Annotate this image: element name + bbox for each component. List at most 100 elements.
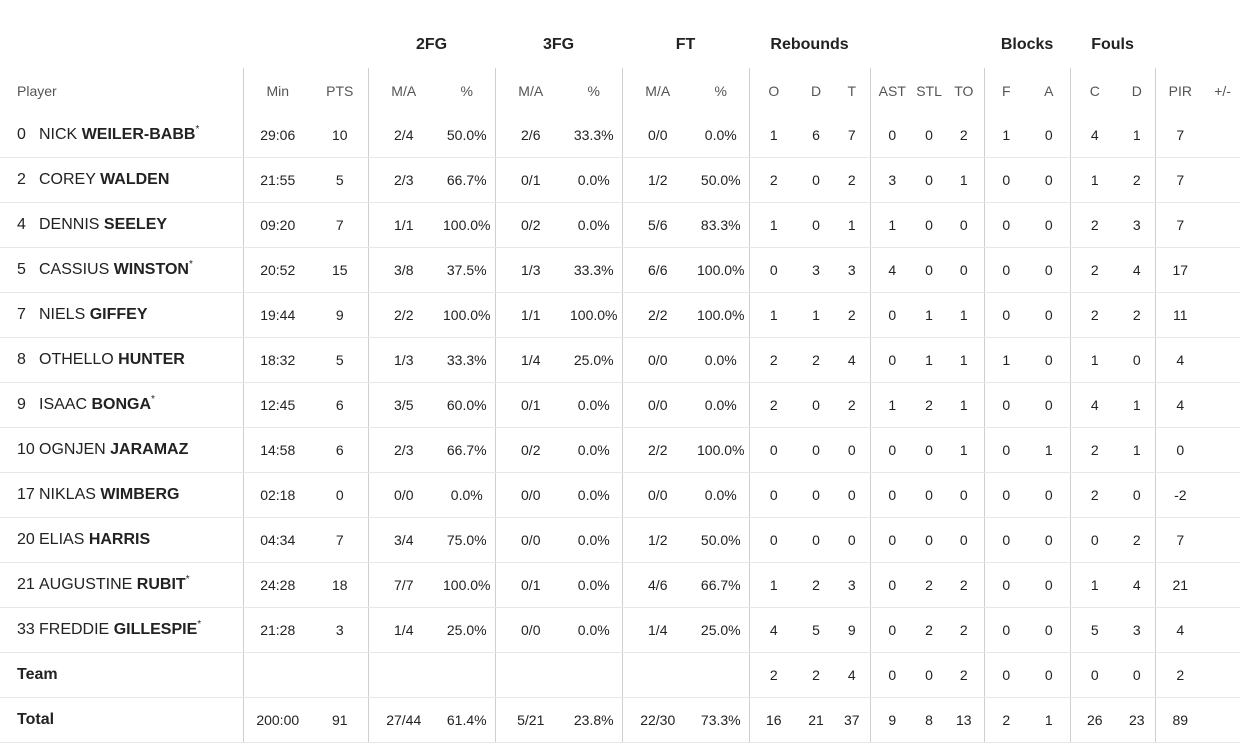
player-first-name: FREDDIE <box>39 621 110 638</box>
player-last-name[interactable]: WINSTON <box>113 261 189 278</box>
to-cell: 13 <box>944 697 985 743</box>
pts-cell: 91 <box>312 697 368 743</box>
col-player[interactable]: Player <box>17 82 57 99</box>
player-cell[interactable]: 20 ELIAS HARRIS <box>0 517 243 563</box>
col-reb-d[interactable]: D <box>810 82 822 99</box>
2fg-ma-cell: 3/8 <box>367 247 439 293</box>
blk-a-cell: 0 <box>1028 562 1071 608</box>
3fg-pct-cell: 33.3% <box>566 247 622 293</box>
player-number: 10 <box>17 441 35 458</box>
player-cell[interactable]: 10 OGNJEN JARAMAZ <box>0 427 243 473</box>
col-pir[interactable]: PIR <box>1154 68 1206 113</box>
blk-f-cell: 0 <box>983 427 1029 473</box>
col-stl[interactable]: STL <box>916 82 942 99</box>
player-row[interactable]: 33 FREDDIE GILLESPIE* 21:28 3 1/4 25.0% 0/0 0.0… <box>0 607 1240 653</box>
col-reb-t[interactable]: T <box>847 82 857 99</box>
player-cell[interactable]: 0 NICK WEILER-BABB* <box>0 113 243 158</box>
player-last-name[interactable]: GIFFEY <box>89 306 148 323</box>
ft-ma-cell: 1/4 <box>621 607 693 653</box>
plus-minus-cell <box>1205 697 1240 743</box>
pts-cell: 15 <box>312 247 368 293</box>
col-plus-minus[interactable]: +/- <box>1214 82 1231 99</box>
2fg-ma-cell: 1/3 <box>367 337 439 383</box>
3fg-pct-cell: 0.0% <box>566 427 622 473</box>
player-last-name[interactable]: HARRIS <box>88 531 151 548</box>
col-foul-d[interactable]: D <box>1131 82 1142 99</box>
col-blk-a[interactable]: A <box>1044 82 1054 99</box>
player-cell[interactable]: 7 NIELS GIFFEY <box>0 292 243 338</box>
player-cell[interactable]: 21 AUGUSTINE RUBIT* <box>0 562 243 608</box>
col-3fg-ma[interactable]: M/A <box>494 68 566 113</box>
player-cell[interactable]: 2 COREY WALDEN <box>0 157 243 203</box>
player-row[interactable]: 0 NICK WEILER-BABB* 29:06 10 2/4 50.0% 2/6 33.3… <box>0 113 1240 158</box>
player-last-name[interactable]: HUNTER <box>118 351 185 368</box>
col-2fg-pct[interactable]: % <box>460 82 473 99</box>
player-last-name[interactable]: GILLESPIE <box>113 621 198 638</box>
col-min[interactable]: Min <box>242 68 312 113</box>
player-last-name[interactable]: WEILER-BABB <box>81 126 196 143</box>
foul-d-cell: 4 <box>1119 562 1156 608</box>
pts-cell: 6 <box>312 427 368 473</box>
reb-o-cell: 2 <box>748 382 799 428</box>
player-last-name[interactable]: BONGA <box>91 396 152 413</box>
player-last-name[interactable]: SEELEY <box>103 216 168 233</box>
pir-cell: 4 <box>1154 607 1206 653</box>
player-row[interactable]: 7 NIELS GIFFEY 19:44 9 2/2 100.0% 1/1 100.0% 2/2… <box>0 292 1240 338</box>
blk-a-cell: 0 <box>1028 652 1071 698</box>
ast-cell: 0 <box>869 113 915 158</box>
col-ast[interactable]: AST <box>869 68 915 113</box>
min-cell: 21:55 <box>242 157 312 203</box>
foul-d-cell: 1 <box>1119 113 1156 158</box>
player-last-name[interactable]: WIMBERG <box>100 486 180 503</box>
col-3fg-pct[interactable]: % <box>587 82 600 99</box>
player-row[interactable]: 9 ISAAC BONGA* 12:45 6 3/5 60.0% 0/1 0.0% 0/0 0.0… <box>0 382 1240 428</box>
col-ft-pct[interactable]: % <box>714 82 727 99</box>
player-number: 2 <box>17 171 26 188</box>
col-blk-f[interactable]: F <box>983 68 1029 113</box>
player-row[interactable]: 21 AUGUSTINE RUBIT* 24:28 18 7/7 100.0% 0/1 0.0… <box>0 562 1240 608</box>
reb-d-cell: 21 <box>798 697 835 743</box>
player-number: 21 <box>17 576 35 593</box>
ast-cell: 1 <box>869 382 915 428</box>
player-first-name: NIKLAS <box>39 486 96 503</box>
ft-pct-cell: 0.0% <box>693 113 750 158</box>
player-number: 0 <box>17 126 26 143</box>
pts-cell: 0 <box>312 472 368 518</box>
player-row[interactable]: 5 CASSIUS WINSTON* 20:52 15 3/8 37.5% 1/3 33.3%… <box>0 247 1240 293</box>
3fg-ma-cell: 0/1 <box>494 382 566 428</box>
player-last-name[interactable]: JARAMAZ <box>110 441 189 458</box>
reb-d-cell: 0 <box>798 157 835 203</box>
ft-ma-cell: 5/6 <box>621 202 693 248</box>
player-row[interactable]: 2 COREY WALDEN 21:55 5 2/3 66.7% 0/1 0.0% 1/2 50.… <box>0 157 1240 203</box>
player-cell[interactable]: 17 NIKLAS WIMBERG <box>0 472 243 518</box>
blk-a-cell: 1 <box>1028 697 1071 743</box>
reb-d-cell: 0 <box>798 472 835 518</box>
2fg-pct-cell: 37.5% <box>439 247 495 293</box>
player-cell[interactable]: 8 OTHELLO HUNTER <box>0 337 243 383</box>
player-row[interactable]: 10 OGNJEN JARAMAZ 14:58 6 2/3 66.7% 0/2 0.0% 2/2… <box>0 427 1240 473</box>
player-row[interactable]: 17 NIKLAS WIMBERG 02:18 0 0/0 0.0% 0/0 0.0% 0/0 0… <box>0 472 1240 518</box>
player-row[interactable]: 4 DENNIS SEELEY 09:20 7 1/1 100.0% 0/2 0.0% 5/6 8… <box>0 202 1240 248</box>
player-row[interactable]: 20 ELIAS HARRIS 04:34 7 3/4 75.0% 0/0 0.0% 1/2 50… <box>0 517 1240 563</box>
player-row[interactable]: 8 OTHELLO HUNTER 18:32 5 1/3 33.3% 1/4 25.0% 0/0… <box>0 337 1240 383</box>
blk-f-cell: 0 <box>983 202 1029 248</box>
player-cell[interactable]: 33 FREDDIE GILLESPIE* <box>0 607 243 653</box>
col-pts[interactable]: PTS <box>326 82 354 99</box>
player-cell[interactable]: 4 DENNIS SEELEY <box>0 202 243 248</box>
player-cell[interactable]: 9 ISAAC BONGA* <box>0 382 243 428</box>
starter-mark: * <box>185 574 190 585</box>
3fg-ma-cell: 0/0 <box>494 607 566 653</box>
blk-a-cell: 0 <box>1028 382 1071 428</box>
col-reb-o[interactable]: O <box>748 68 799 113</box>
player-cell[interactable]: 5 CASSIUS WINSTON* <box>0 247 243 293</box>
ft-pct-cell: 83.3% <box>693 202 750 248</box>
col-to[interactable]: TO <box>954 82 974 99</box>
group-3fg: 3FG <box>542 36 575 53</box>
col-ft-ma[interactable]: M/A <box>621 68 693 113</box>
col-foul-c[interactable]: C <box>1069 68 1120 113</box>
reb-t-cell: 4 <box>834 337 871 383</box>
player-last-name[interactable]: WALDEN <box>100 171 170 188</box>
col-2fg-ma[interactable]: M/A <box>367 68 439 113</box>
ft-ma-cell: 0/0 <box>621 472 693 518</box>
player-last-name[interactable]: RUBIT <box>136 576 186 593</box>
